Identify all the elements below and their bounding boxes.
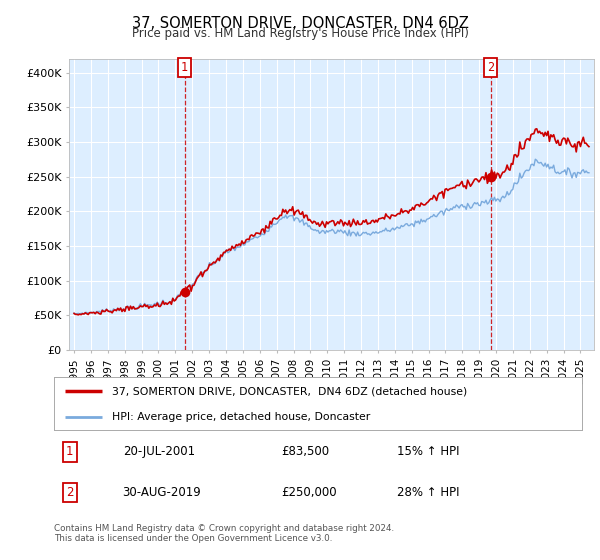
Text: 30-AUG-2019: 30-AUG-2019 <box>122 486 202 499</box>
Text: 20-JUL-2001: 20-JUL-2001 <box>122 445 195 459</box>
Text: 1: 1 <box>66 445 74 459</box>
Text: 15% ↑ HPI: 15% ↑ HPI <box>397 445 460 459</box>
Text: HPI: Average price, detached house, Doncaster: HPI: Average price, detached house, Donc… <box>112 412 370 422</box>
Text: £83,500: £83,500 <box>281 445 329 459</box>
Text: Contains HM Land Registry data © Crown copyright and database right 2024.
This d: Contains HM Land Registry data © Crown c… <box>54 524 394 543</box>
Text: 1: 1 <box>181 60 188 73</box>
Text: Price paid vs. HM Land Registry's House Price Index (HPI): Price paid vs. HM Land Registry's House … <box>131 27 469 40</box>
Text: 2: 2 <box>487 60 494 73</box>
Text: 28% ↑ HPI: 28% ↑ HPI <box>397 486 460 499</box>
Text: 37, SOMERTON DRIVE, DONCASTER,  DN4 6DZ (detached house): 37, SOMERTON DRIVE, DONCASTER, DN4 6DZ (… <box>112 386 467 396</box>
Text: 37, SOMERTON DRIVE, DONCASTER, DN4 6DZ: 37, SOMERTON DRIVE, DONCASTER, DN4 6DZ <box>131 16 469 31</box>
Text: 2: 2 <box>66 486 74 499</box>
Text: £250,000: £250,000 <box>281 486 337 499</box>
